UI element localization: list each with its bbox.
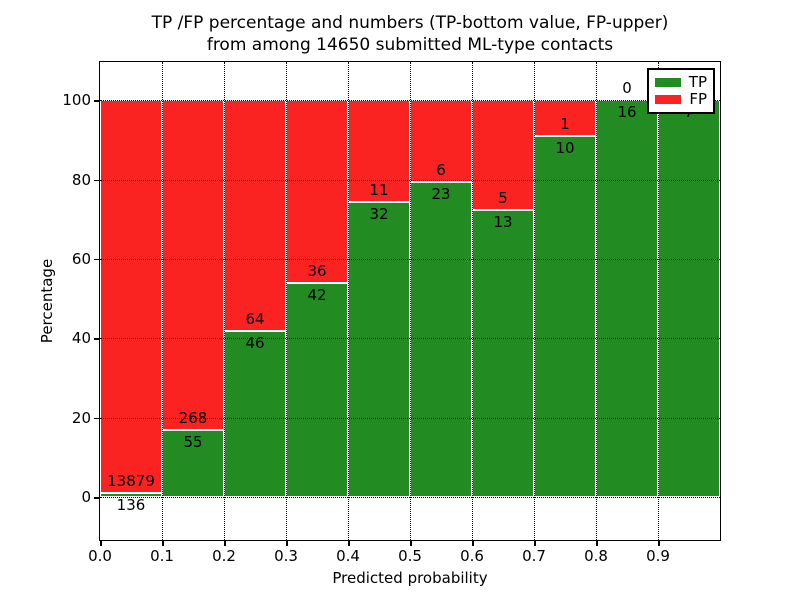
bar-count-label-fp: 6 bbox=[436, 161, 446, 180]
y-axis-tick bbox=[94, 258, 100, 261]
bar-count-label-fp: 11 bbox=[369, 180, 389, 199]
x-axis-tick bbox=[100, 540, 102, 546]
x-tick-label: 0.4 bbox=[336, 547, 360, 565]
x-axis-tick bbox=[162, 540, 164, 546]
bar-count-label-tp: 46 bbox=[245, 334, 265, 353]
x-axis-tick bbox=[348, 540, 350, 546]
bar-count-label-fp: 13879 bbox=[107, 472, 155, 491]
x-tick-label: 0.6 bbox=[460, 547, 484, 565]
y-tick-label: 40 bbox=[71, 329, 91, 348]
x-axis-tick bbox=[410, 540, 412, 546]
bar-segment-tp bbox=[596, 100, 658, 498]
gridline-vertical bbox=[472, 62, 473, 540]
bar-count-label-fp: 64 bbox=[245, 310, 265, 329]
y-axis-tick bbox=[94, 338, 100, 340]
x-axis-tick bbox=[596, 540, 598, 546]
gridline-vertical bbox=[348, 62, 349, 540]
chart-title-line2: from among 14650 submitted ML-type conta… bbox=[206, 35, 614, 55]
bar-segment-fp bbox=[224, 100, 286, 332]
bar-count-label-tp: 13 bbox=[493, 213, 513, 232]
bar-count-label-fp: 36 bbox=[307, 262, 327, 281]
bar-count-label-tp: 55 bbox=[183, 432, 203, 451]
legend-label-tp: TP bbox=[688, 73, 707, 91]
legend-swatch-tp-icon bbox=[655, 78, 681, 87]
bar-segment-tp bbox=[472, 210, 534, 498]
gridline-vertical bbox=[224, 62, 225, 540]
y-axis-tick bbox=[94, 417, 100, 420]
gridline-vertical bbox=[596, 62, 597, 540]
bar-segment-fp bbox=[162, 100, 224, 430]
legend-swatch-fp-icon bbox=[655, 95, 681, 104]
y-tick-label: 100 bbox=[62, 91, 91, 110]
bar-segment-tp bbox=[348, 201, 410, 498]
bar-count-label-fp: 268 bbox=[178, 408, 208, 427]
gridline-vertical bbox=[286, 62, 287, 540]
gridline-vertical bbox=[162, 62, 163, 540]
bar-count-label-fp: 5 bbox=[498, 189, 508, 208]
x-tick-label: 0.1 bbox=[150, 547, 174, 565]
bar-count-label-fp: 1 bbox=[560, 115, 570, 134]
bar-count-label-tp: 16 bbox=[617, 103, 637, 122]
x-axis-tick bbox=[472, 540, 474, 546]
x-tick-label: 0.9 bbox=[646, 547, 670, 565]
y-axis-tick bbox=[94, 497, 100, 499]
x-axis-tick bbox=[534, 540, 536, 546]
bar-segment-fp bbox=[100, 100, 162, 494]
y-axis-tick bbox=[94, 179, 100, 181]
bar-count-label-tp: 32 bbox=[369, 204, 389, 223]
bar-count-label-tp: 42 bbox=[307, 286, 327, 305]
x-axis-tick bbox=[658, 540, 660, 546]
bar-count-label-tp: 23 bbox=[431, 185, 451, 204]
bar-segment-tp bbox=[534, 136, 596, 498]
x-tick-label: 0.7 bbox=[522, 547, 546, 565]
x-tick-label: 0.2 bbox=[212, 547, 236, 565]
gridline-vertical bbox=[410, 62, 411, 540]
chart-title-line1: TP /FP percentage and numbers (TP-bottom… bbox=[151, 13, 669, 33]
bar-segment-fp bbox=[286, 100, 348, 284]
bar-segment-fp bbox=[410, 100, 472, 183]
y-tick-label: 0 bbox=[81, 488, 91, 507]
y-tick-label: 80 bbox=[71, 170, 91, 189]
bar-segment-tp bbox=[658, 100, 720, 498]
bar-count-label-tp: 10 bbox=[555, 139, 575, 158]
x-tick-label: 0.5 bbox=[398, 547, 422, 565]
y-tick-label: 60 bbox=[71, 249, 91, 268]
legend-item-tp: TP bbox=[655, 74, 707, 91]
gridline-vertical bbox=[658, 62, 659, 540]
y-tick-label: 20 bbox=[71, 408, 91, 427]
x-tick-label: 0.0 bbox=[88, 547, 112, 565]
x-tick-label: 0.3 bbox=[274, 547, 298, 565]
legend-label-fp: FP bbox=[689, 90, 707, 108]
y-axis-tick bbox=[94, 100, 100, 102]
bar-segment-tp bbox=[410, 182, 472, 498]
gridline-vertical bbox=[534, 62, 535, 540]
bar-count-label-fp: 0 bbox=[622, 79, 632, 98]
bar-count-label-tp: 136 bbox=[116, 496, 146, 515]
bar-segment-fp bbox=[348, 100, 410, 202]
bar-segment-tp bbox=[162, 429, 224, 498]
bar-segment-tp bbox=[100, 493, 162, 498]
bar-segment-tp bbox=[224, 331, 286, 498]
x-axis-label: Predicted probability bbox=[332, 569, 488, 587]
x-tick-label: 0.8 bbox=[584, 547, 608, 565]
x-axis-tick bbox=[224, 540, 226, 546]
legend-item-fp: FP bbox=[655, 91, 707, 108]
bar-segment-tp bbox=[286, 283, 348, 498]
legend: TP FP bbox=[647, 68, 715, 114]
x-axis-tick bbox=[286, 540, 288, 546]
